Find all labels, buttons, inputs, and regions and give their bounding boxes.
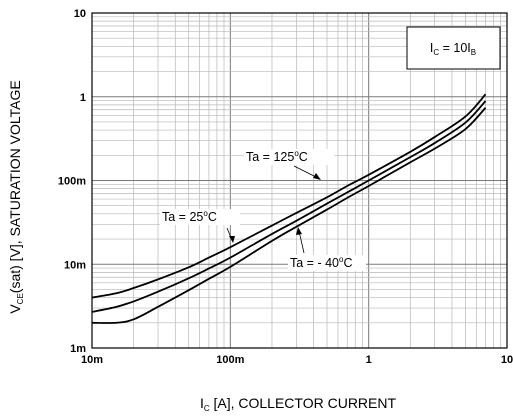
x-tick-label: 1 [366,354,372,366]
y-tick-label: 1m [70,343,86,355]
y-tick-label: 10 [74,8,86,20]
series-line-minus40c [91,107,487,324]
annotation-minus40c: Ta = - 40oC [288,227,366,271]
label-125c: Ta = 125oC [246,149,308,164]
y-tick-label: 100m [58,176,86,188]
arrowhead-25c [229,236,235,243]
label-25c: Ta = 25oC [162,209,217,224]
x-tick-label: 100m [216,354,244,366]
arrowhead-minus40c [296,227,302,235]
series-line-125c [91,93,487,299]
label-minus40c: Ta = - 40oC [290,255,352,270]
annotation-125c: Ta = 125oC [244,149,334,180]
x-axis-title: IC [A], COLLECTOR CURRENT [200,395,397,413]
x-tick-label: 10 [501,354,513,366]
x-tick-label: 10m [81,354,103,366]
series-line-25c [91,100,487,313]
y-axis-title: VCE(sat) [V], SATURATION VOLTAGE [7,80,25,313]
annotation-25c: Ta = 25oC [160,209,240,243]
y-tick-label: 10m [64,259,86,271]
plot-frame [91,12,508,349]
condition-label: IC = 10IB [430,41,476,57]
condition-box: IC = 10IB [406,26,501,70]
arrowhead-125c [313,173,321,180]
arrow-125c [293,165,319,179]
grid [92,13,507,348]
series-layer [91,93,487,324]
y-tick-label: 1 [80,92,86,104]
arrow-minus40c [298,230,305,254]
